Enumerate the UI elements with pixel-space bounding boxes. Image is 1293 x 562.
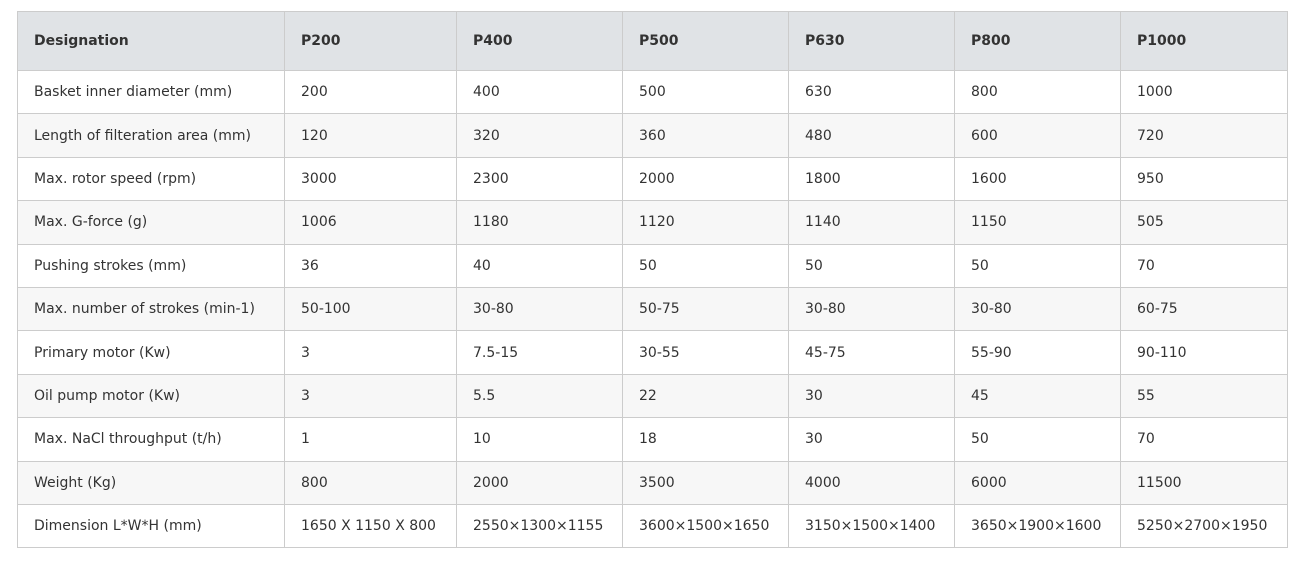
cell-value: 3150×1500×1400 — [788, 503, 955, 549]
cell-value: 30 — [788, 373, 955, 419]
cell-value: 30-80 — [788, 286, 955, 332]
row-label: Oil pump motor (Kw) — [17, 373, 285, 419]
spec-table: Designation P200 P400 P500 P630 P800 P1000 Bas… — [17, 11, 1288, 549]
cell-value: 3000 — [284, 156, 457, 202]
cell-value: 50 — [622, 243, 789, 288]
cell-value: 3600×1500×1650 — [622, 503, 789, 549]
cell-value: 3 — [284, 373, 457, 419]
cell-value: 11500 — [1120, 460, 1288, 505]
cell-value: 3 — [284, 330, 457, 375]
cell-value: 30-80 — [954, 286, 1121, 332]
header-p400: P400 — [456, 11, 623, 71]
cell-value: 400 — [456, 69, 623, 115]
cell-value: 120 — [284, 113, 457, 158]
cell-value: 3650×1900×1600 — [954, 503, 1121, 549]
header-designation: Designation — [17, 11, 285, 71]
cell-value: 800 — [954, 69, 1121, 115]
cell-value: 4000 — [788, 460, 955, 505]
cell-value: 1600 — [954, 156, 1121, 202]
cell-value: 360 — [622, 113, 789, 158]
row-label: Max. G-force (g) — [17, 200, 285, 245]
cell-value: 1800 — [788, 156, 955, 202]
cell-value: 50 — [954, 243, 1121, 288]
cell-value: 7.5-15 — [456, 330, 623, 375]
cell-value: 10 — [456, 417, 623, 462]
cell-value: 1140 — [788, 200, 955, 245]
row-label: Basket inner diameter (mm) — [17, 69, 285, 115]
cell-value: 50-100 — [284, 286, 457, 332]
cell-value: 45 — [954, 373, 1121, 419]
row-label: Max. rotor speed (rpm) — [17, 156, 285, 202]
cell-value: 90-110 — [1120, 330, 1288, 375]
cell-value: 30-80 — [456, 286, 623, 332]
row-label: Weight (Kg) — [17, 460, 285, 505]
cell-value: 1180 — [456, 200, 623, 245]
header-p800: P800 — [954, 11, 1121, 71]
cell-value: 2300 — [456, 156, 623, 202]
cell-value: 1650 X 1150 X 800 — [284, 503, 457, 549]
cell-value: 40 — [456, 243, 623, 288]
cell-value: 55-90 — [954, 330, 1121, 375]
header-p500: P500 — [622, 11, 789, 71]
cell-value: 55 — [1120, 373, 1288, 419]
cell-value: 18 — [622, 417, 789, 462]
cell-value: 3500 — [622, 460, 789, 505]
cell-value: 950 — [1120, 156, 1288, 202]
table-row: Primary motor (Kw) 3 7.5-15 30-55 45-75 55-90… — [17, 330, 1288, 375]
cell-value: 600 — [954, 113, 1121, 158]
cell-value: 630 — [788, 69, 955, 115]
cell-value: 6000 — [954, 460, 1121, 505]
row-label: Max. NaCl throughput (t/h) — [17, 417, 285, 462]
cell-value: 1006 — [284, 200, 457, 245]
cell-value: 1150 — [954, 200, 1121, 245]
cell-value: 50 — [954, 417, 1121, 462]
table-row: Max. NaCl throughput (t/h) 1 10 18 30 50 70 — [17, 417, 1288, 462]
cell-value: 70 — [1120, 243, 1288, 288]
cell-value: 800 — [284, 460, 457, 505]
cell-value: 200 — [284, 69, 457, 115]
row-label: Dimension L*W*H (mm) — [17, 503, 285, 549]
header-p630: P630 — [788, 11, 955, 71]
table-row: Oil pump motor (Kw) 3 5.5 22 30 45 55 — [17, 373, 1288, 419]
cell-value: 1120 — [622, 200, 789, 245]
cell-value: 720 — [1120, 113, 1288, 158]
cell-value: 2550×1300×1155 — [456, 503, 623, 549]
table-row: Basket inner diameter (mm) 200 400 500 630 80… — [17, 69, 1288, 115]
cell-value: 1000 — [1120, 69, 1288, 115]
header-p200: P200 — [284, 11, 457, 71]
table-row: Max. rotor speed (rpm) 3000 2300 2000 1800 16… — [17, 156, 1288, 202]
cell-value: 5250×2700×1950 — [1120, 503, 1288, 549]
header-p1000: P1000 — [1120, 11, 1288, 71]
cell-value: 22 — [622, 373, 789, 419]
cell-value: 30 — [788, 417, 955, 462]
cell-value: 50-75 — [622, 286, 789, 332]
table-row: Weight (Kg) 800 2000 3500 4000 6000 11500 — [17, 460, 1288, 505]
row-label: Length of filteration area (mm) — [17, 113, 285, 158]
cell-value: 30-55 — [622, 330, 789, 375]
table-row: Max. G-force (g) 1006 1180 1120 1140 1150 505 — [17, 200, 1288, 245]
header-row: Designation P200 P400 P500 P630 P800 P1000 — [17, 11, 1288, 71]
row-label: Max. number of strokes (min-1) — [17, 286, 285, 332]
cell-value: 60-75 — [1120, 286, 1288, 332]
table-row: Pushing strokes (mm) 36 40 50 50 50 70 — [17, 243, 1288, 288]
cell-value: 36 — [284, 243, 457, 288]
cell-value: 2000 — [622, 156, 789, 202]
cell-value: 45-75 — [788, 330, 955, 375]
table-row: Max. number of strokes (min-1) 50-100 30-8… — [17, 286, 1288, 332]
cell-value: 2000 — [456, 460, 623, 505]
row-label: Primary motor (Kw) — [17, 330, 285, 375]
cell-value: 500 — [622, 69, 789, 115]
cell-value: 70 — [1120, 417, 1288, 462]
cell-value: 480 — [788, 113, 955, 158]
table-row: Dimension L*W*H (mm) 1650 X 1150 X 800 255… — [17, 503, 1288, 549]
cell-value: 320 — [456, 113, 623, 158]
cell-value: 1 — [284, 417, 457, 462]
table-row: Length of filteration area (mm) 120 320 360… — [17, 113, 1288, 158]
cell-value: 5.5 — [456, 373, 623, 419]
cell-value: 50 — [788, 243, 955, 288]
row-label: Pushing strokes (mm) — [17, 243, 285, 288]
cell-value: 505 — [1120, 200, 1288, 245]
